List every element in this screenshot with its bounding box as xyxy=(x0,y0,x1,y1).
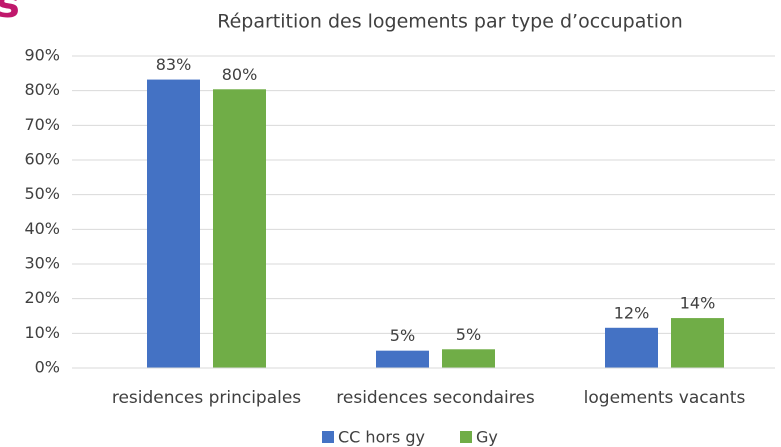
y-tick-label: 90% xyxy=(24,46,60,65)
bar xyxy=(671,318,724,368)
legend-swatch xyxy=(322,431,334,443)
cropped-heading: s xyxy=(0,0,20,27)
data-label: 12% xyxy=(614,303,650,322)
legend-label: Gy xyxy=(476,428,498,447)
bar xyxy=(376,350,429,368)
y-tick-label: 40% xyxy=(24,219,60,238)
x-tick-label: residences secondaires xyxy=(336,388,535,408)
y-tick-label: 80% xyxy=(24,80,60,99)
y-tick-label: 10% xyxy=(24,323,60,342)
y-tick-label: 70% xyxy=(24,115,60,134)
x-tick-label: residences principales xyxy=(112,388,301,408)
data-label: 83% xyxy=(156,55,192,74)
y-tick-label: 0% xyxy=(35,358,60,377)
y-tick-label: 20% xyxy=(24,288,60,307)
x-tick-label: logements vacants xyxy=(584,388,746,408)
y-tick-label: 50% xyxy=(24,184,60,203)
data-label: 80% xyxy=(222,65,258,84)
data-label: 5% xyxy=(456,325,481,344)
bar xyxy=(213,89,266,368)
bar xyxy=(442,349,495,368)
bar xyxy=(147,79,200,368)
bar xyxy=(605,327,658,368)
legend-swatch xyxy=(460,431,472,443)
chart-title: Répartition des logements par type d’occ… xyxy=(217,11,682,33)
data-label: 14% xyxy=(680,294,716,313)
y-tick-label: 30% xyxy=(24,254,60,273)
legend-label: CC hors gy xyxy=(338,428,425,447)
y-tick-label: 60% xyxy=(24,150,60,169)
data-label: 5% xyxy=(390,326,415,345)
